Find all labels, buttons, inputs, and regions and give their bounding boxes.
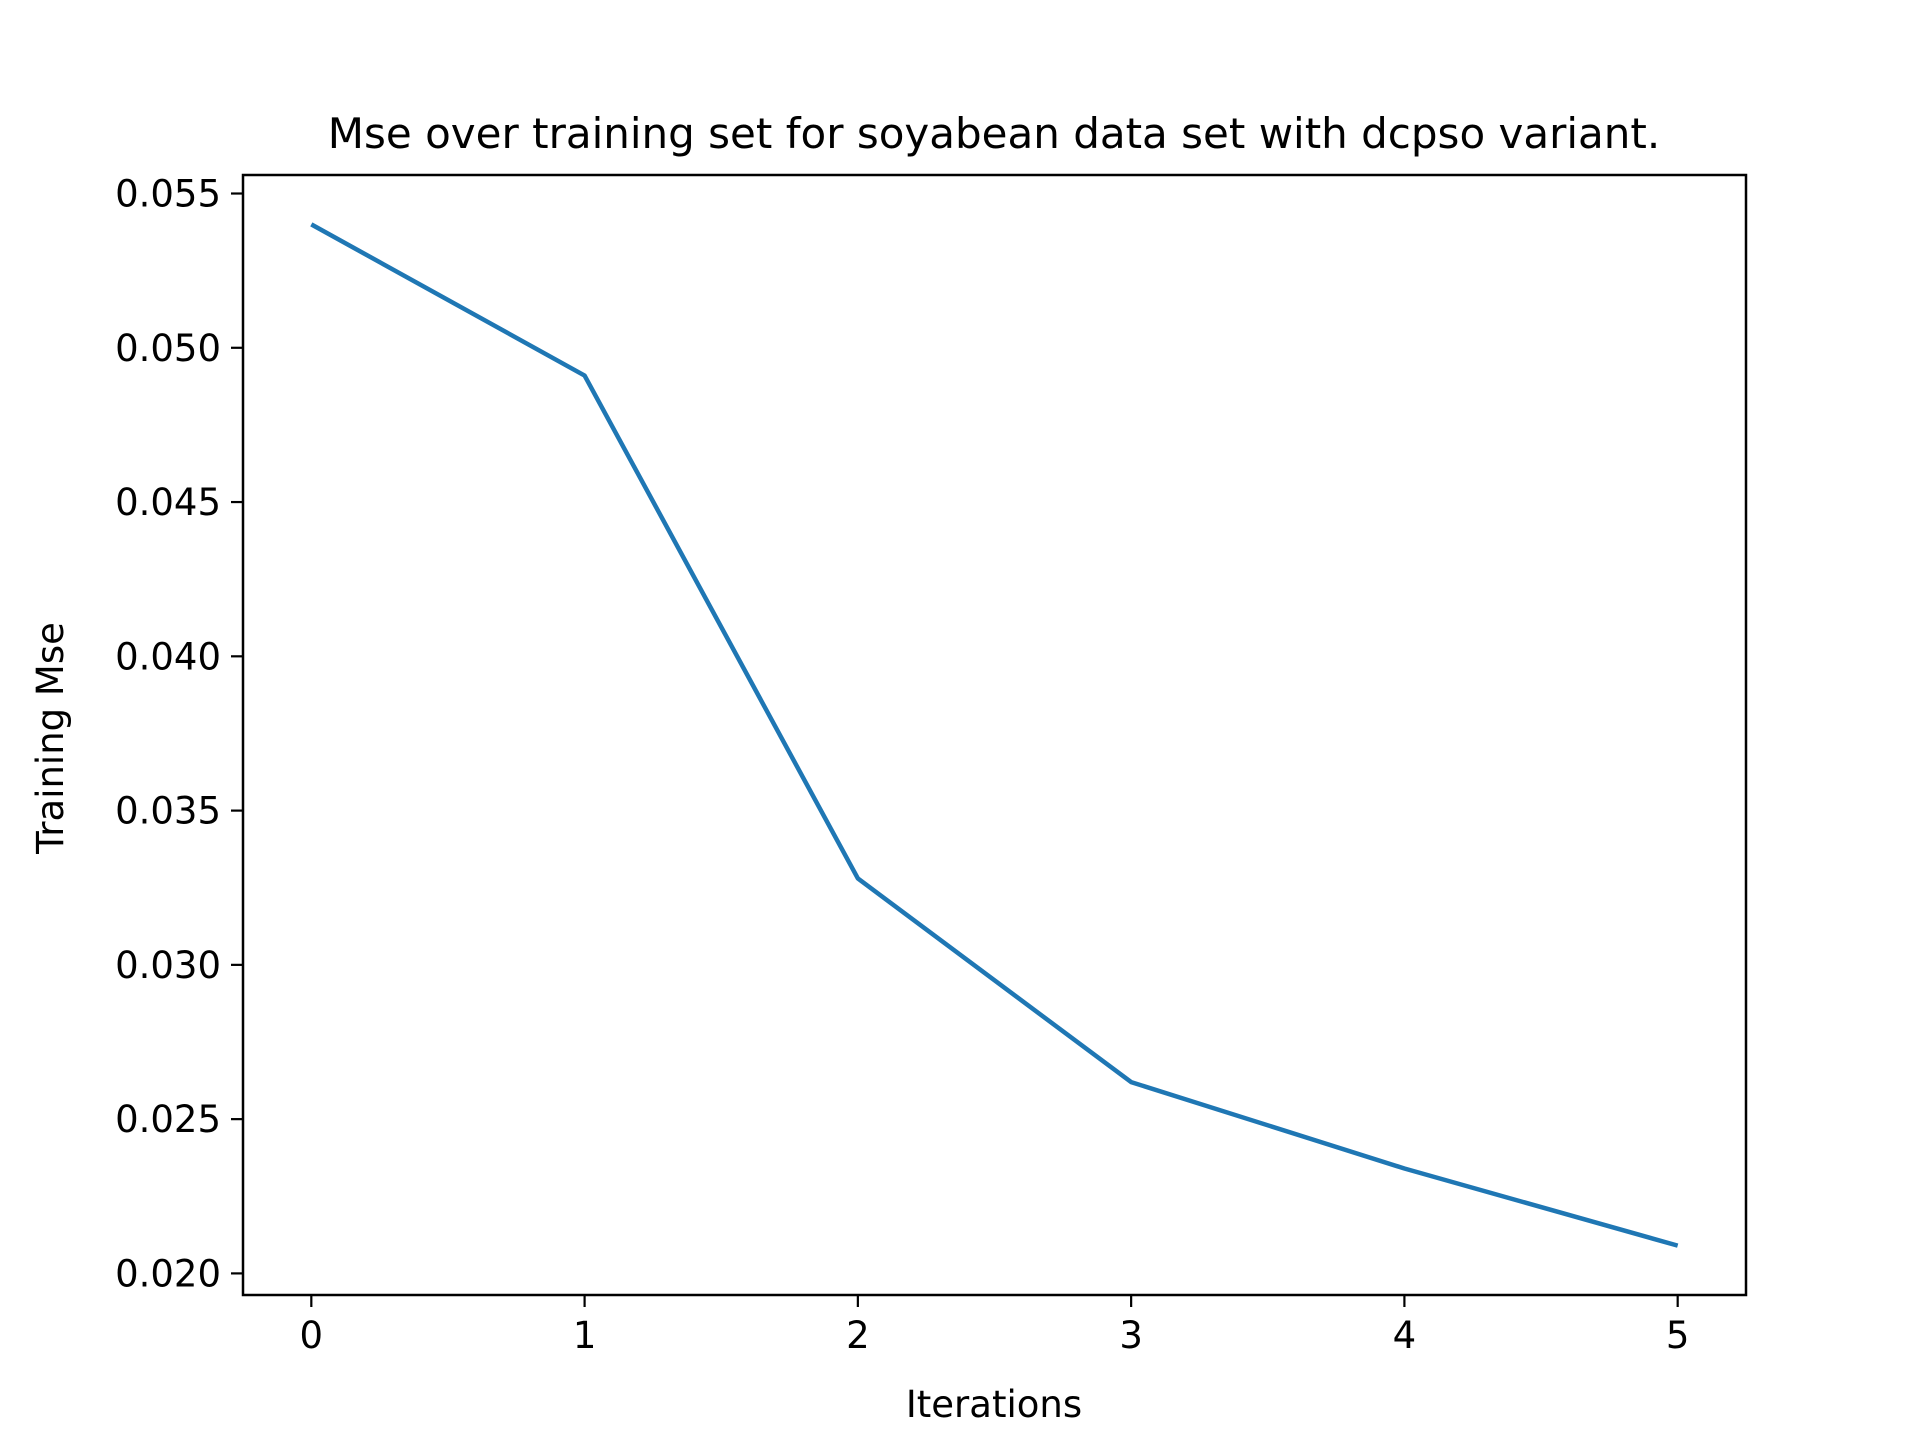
y-tick-label: 0.050 [115, 327, 221, 370]
series-layer [310, 222, 1679, 1248]
y-tick-label: 0.020 [115, 1252, 221, 1295]
x-tick-label: 3 [1119, 1314, 1143, 1357]
x-tick-label: 2 [846, 1314, 870, 1357]
x-axis-ticks: 0 1 2 3 4 5 [300, 1295, 1690, 1357]
x-tick-label: 4 [1393, 1314, 1417, 1357]
y-tick-label: 0.030 [115, 944, 221, 987]
x-axis-label: Iterations [906, 1383, 1082, 1426]
axes-frame [241, 173, 1748, 1297]
y-tick-label: 0.035 [115, 790, 221, 833]
y-axis-ticks: 0.020 0.025 0.030 0.035 0.040 0.045 0.050 0.055 [115, 173, 243, 1295]
y-axis-label: Training Mse [29, 622, 72, 855]
y-tick-label: 0.045 [115, 481, 221, 524]
y-tick-label: 0.040 [115, 635, 221, 678]
chart-title: Mse over training set for soyabean data … [328, 109, 1660, 158]
x-tick-label: 1 [573, 1314, 597, 1357]
y-tick-label: 0.055 [115, 173, 221, 216]
x-tick-label: 5 [1666, 1314, 1690, 1357]
y-tick-label: 0.025 [115, 1098, 221, 1141]
series-line [310, 222, 1679, 1248]
x-tick-label: 0 [300, 1314, 324, 1357]
